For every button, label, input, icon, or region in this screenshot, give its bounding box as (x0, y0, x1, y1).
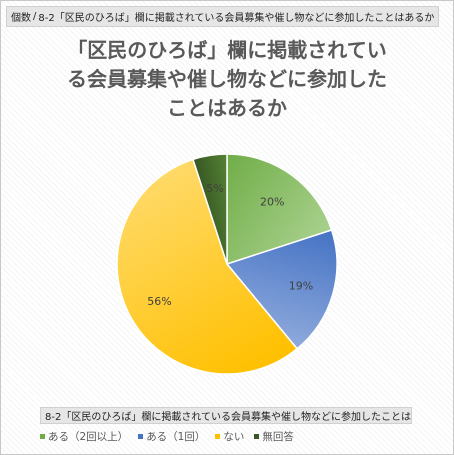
data-label: 19% (289, 279, 313, 292)
field-separator: / (33, 11, 37, 22)
legend-swatch (254, 433, 260, 439)
pie-slice (225, 229, 338, 350)
chart-title-line: る会員募集や催し物などに参加した (67, 67, 387, 91)
legend-label: 無回答 (262, 430, 294, 443)
values-field-button[interactable]: 個数 / 8-2「区民のひろば」欄に掲載されている会員募集や催し物などに参加した… (6, 6, 440, 27)
legend-swatch (40, 433, 45, 439)
row-field-label: 8-2「区民のひろば」欄に掲載されている会員募集や催し物などに参加したことはある… (38, 13, 435, 24)
pie-slice (116, 158, 299, 375)
pie-slice (192, 153, 228, 265)
legend-item: ある（2回以上） (40, 429, 128, 444)
legend-swatch (215, 433, 221, 439)
legend-item: ある（1回） (138, 429, 205, 444)
category-field-button[interactable]: 8-2「区民のひろば」欄に掲載されている会員募集や催し物などに参加したことはある… (40, 407, 412, 424)
legend: ある（2回以上） ある（1回） ない 無回答 (40, 428, 294, 444)
data-label: 56% (147, 295, 171, 308)
category-field-label: 8-2「区民のひろば」欄に掲載されている会員募集や催し物などに参加したことはある… (45, 412, 412, 423)
data-label: 20% (260, 196, 284, 209)
chart-title: 「区民のひろば」欄に掲載されてい る会員募集や催し物などに参加した ことはあるか (20, 36, 434, 123)
legend-label: ある（2回以上） (48, 430, 129, 443)
legend-swatch (138, 433, 144, 439)
legend-item: 無回答 (254, 429, 294, 444)
data-label: 5% (206, 182, 223, 195)
chart-title-line: 「区民のひろば」欄に掲載されてい (67, 38, 387, 62)
pie-slice (226, 153, 333, 266)
legend-label: ない (223, 430, 245, 443)
chart-title-line: ことはあるか (167, 96, 287, 120)
legend-label: ある（1回） (146, 430, 206, 443)
values-field-label: 個数 (11, 13, 31, 24)
legend-item: ない (215, 429, 244, 444)
